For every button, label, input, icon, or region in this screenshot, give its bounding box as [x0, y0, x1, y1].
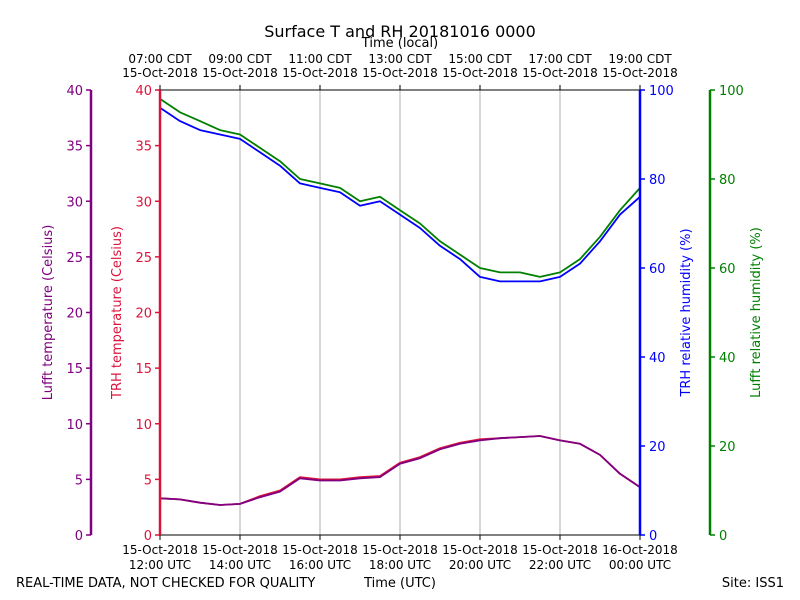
- y-tick-label: 60: [649, 262, 666, 277]
- x-tick-label-time: 12:00 UTC: [129, 558, 191, 572]
- x-tick-label-date: 15-Oct-2018: [442, 543, 518, 557]
- x-top-tick-label-time: 17:00 CDT: [528, 52, 592, 66]
- x-tick-label-time: 14:00 UTC: [209, 558, 271, 572]
- axis-trh_t: 0 5 10 15 20 25 30 35 40 TRH temperature (Celsius…: [110, 84, 162, 544]
- axis-trh_rh: 0 20 40 60 80 100 TRH relative humidity (%): [638, 84, 694, 544]
- footer-left-text: REAL-TIME DATA, NOT CHECKED FOR QUALITY: [16, 576, 315, 591]
- y-tick-label: 25: [135, 251, 152, 266]
- x-tick-label-time: 16:00 UTC: [289, 558, 351, 572]
- y-axis-label: Lufft relative humidity (%): [749, 227, 764, 398]
- y-axis-label: TRH relative humidity (%): [679, 228, 694, 397]
- series-line-lufft_rh: [159, 98, 641, 278]
- y-tick-label: 30: [135, 195, 152, 210]
- y-tick-label: 40: [649, 351, 666, 366]
- axis-lufft_rh: 0 20 40 60 80 100 Lufft relative humidity (%): [708, 84, 764, 544]
- x-tick-label-date: 15-Oct-2018: [282, 543, 358, 557]
- x-tick-label-time: 22:00 UTC: [529, 558, 591, 572]
- y-tick-label: 15: [66, 362, 83, 377]
- y-tick-label: 80: [719, 173, 736, 188]
- axes: 0 5 10 15 20 25 30 35 40 Lufft temperature (Celsi…: [41, 84, 764, 544]
- y-tick-label: 0: [649, 529, 657, 544]
- x-tick-label-date: 16-Oct-2018: [602, 543, 678, 557]
- y-tick-label: 5: [75, 473, 83, 488]
- y-axis-label: Lufft temperature (Celsius): [41, 225, 56, 401]
- x-top-tick-label-date: 15-Oct-2018: [282, 66, 358, 80]
- x-top-tick-label-time: 13:00 CDT: [368, 52, 432, 66]
- y-tick-label: 0: [75, 529, 83, 544]
- x-tick-label-time: 18:00 UTC: [369, 558, 431, 572]
- y-tick-label: 35: [135, 140, 152, 155]
- y-tick-label: 30: [66, 195, 83, 210]
- y-tick-label: 0: [719, 529, 727, 544]
- y-tick-label: 5: [144, 473, 152, 488]
- y-tick-label: 40: [135, 84, 152, 99]
- x-tick-label-date: 15-Oct-2018: [202, 543, 278, 557]
- footer-right-text: Site: ISS1: [722, 576, 784, 591]
- x-top-tick-label-time: 19:00 CDT: [608, 52, 672, 66]
- x-top-tick-label-date: 15-Oct-2018: [442, 66, 518, 80]
- x-top-tick-label-date: 15-Oct-2018: [202, 66, 278, 80]
- x-top-tick-label-date: 15-Oct-2018: [122, 66, 198, 80]
- y-tick-label: 100: [719, 84, 744, 99]
- y-tick-label: 10: [66, 418, 83, 433]
- x-tick-label-date: 15-Oct-2018: [122, 543, 198, 557]
- series-line-trh_rh: [159, 107, 641, 283]
- y-tick-label: 15: [135, 362, 152, 377]
- x-top-tick-label-time: 07:00 CDT: [128, 52, 192, 66]
- x-axis-label: Time (UTC): [363, 576, 436, 591]
- x-top-tick-label-date: 15-Oct-2018: [602, 66, 678, 80]
- data-series: [159, 98, 641, 506]
- y-tick-label: 10: [135, 418, 152, 433]
- x-top-tick-label-time: 11:00 CDT: [288, 52, 352, 66]
- y-tick-label: 100: [649, 84, 674, 99]
- x-tick-label-date: 15-Oct-2018: [522, 543, 598, 557]
- x-top-tick-label-time: 09:00 CDT: [208, 52, 272, 66]
- x-top-tick-label-time: 15:00 CDT: [448, 52, 512, 66]
- x-top-tick-label-date: 15-Oct-2018: [522, 66, 598, 80]
- y-tick-label: 40: [719, 351, 736, 366]
- y-tick-label: 20: [649, 440, 666, 455]
- y-tick-label: 20: [66, 307, 83, 322]
- axis-lufft_t: 0 5 10 15 20 25 30 35 40 Lufft temperature (Celsi…: [41, 84, 93, 544]
- y-tick-label: 20: [135, 307, 152, 322]
- chart-title: Surface T and RH 20181016 0000: [264, 22, 536, 41]
- top-axis-label: Time (local): [361, 36, 438, 51]
- y-tick-label: 40: [66, 84, 83, 99]
- y-tick-label: 0: [144, 529, 152, 544]
- x-tick-label-time: 00:00 UTC: [609, 558, 671, 572]
- y-tick-label: 80: [649, 173, 666, 188]
- y-tick-label: 60: [719, 262, 736, 277]
- series-line-lufft_t: [159, 435, 641, 506]
- y-tick-label: 20: [719, 440, 736, 455]
- x-tick-label-time: 20:00 UTC: [449, 558, 511, 572]
- y-tick-label: 35: [66, 140, 83, 155]
- grid-lines: [239, 90, 561, 535]
- x-top-tick-label-date: 15-Oct-2018: [362, 66, 438, 80]
- x-tick-label-date: 15-Oct-2018: [362, 543, 438, 557]
- y-tick-label: 25: [66, 251, 83, 266]
- y-axis-label: TRH temperature (Celsius): [110, 226, 125, 400]
